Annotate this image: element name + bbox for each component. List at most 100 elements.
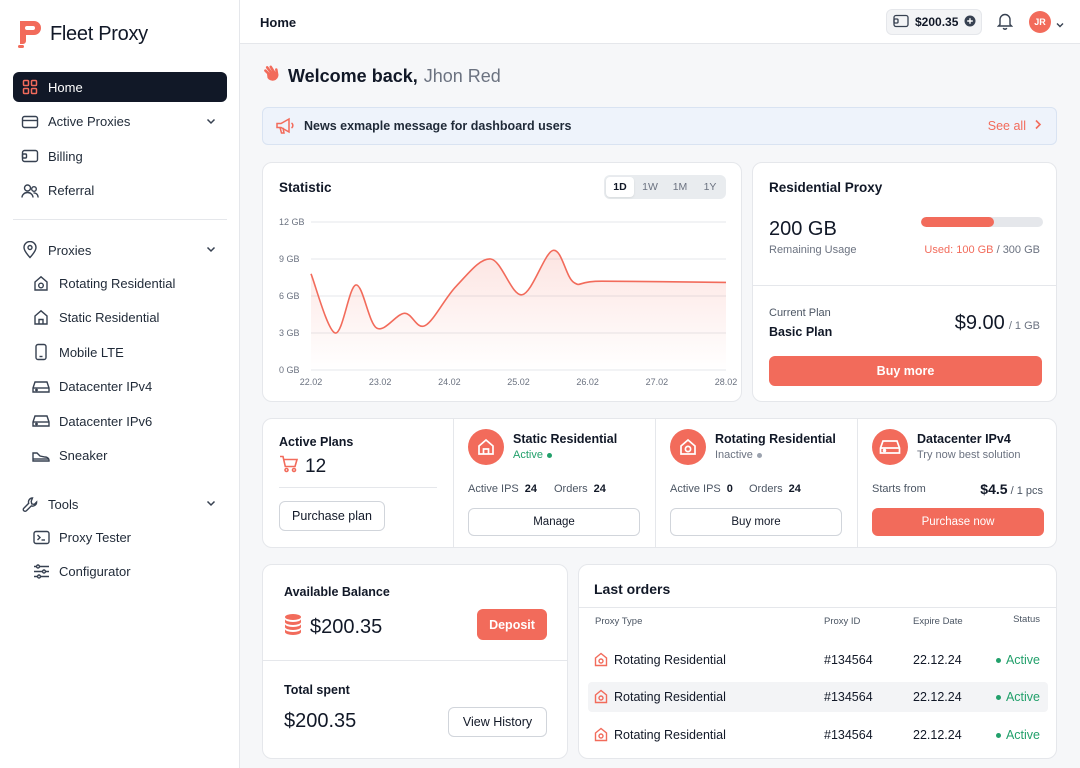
order-type: Rotating Residential	[594, 652, 726, 667]
sidebar-item-rotating-residential[interactable]: Rotating Residential	[13, 266, 227, 301]
x-tick-label: 28.02	[715, 377, 738, 387]
purchase-now-button[interactable]: Purchase now	[872, 508, 1044, 536]
x-tick-label: 27.02	[646, 377, 669, 387]
rotating-house-icon	[32, 274, 50, 292]
usage-text: Used: 100 GB / 300 GB	[924, 244, 1040, 256]
plan-name: Static Residential	[513, 432, 618, 446]
plan-status: Inactive	[715, 449, 762, 461]
sliders-icon	[32, 563, 50, 581]
price-unit: / 1 GB	[1008, 320, 1040, 332]
server-icon	[872, 429, 908, 465]
order-expire: 22.12.24	[913, 690, 962, 704]
last-orders-card: Last orders Proxy Type Proxy ID Expire D…	[578, 564, 1057, 759]
order-expire: 22.12.24	[913, 728, 962, 742]
avatar[interactable]: JR	[1029, 11, 1051, 33]
manage-button[interactable]: Manage	[468, 508, 640, 536]
x-tick-label: 25.02	[507, 377, 530, 387]
x-tick-label: 22.02	[300, 377, 323, 387]
range-1y[interactable]: 1Y	[703, 181, 717, 193]
sidebar-item-configurator[interactable]: Configurator	[13, 555, 227, 590]
grid-icon	[21, 78, 39, 96]
server-icon	[32, 378, 50, 396]
location-pin-icon	[21, 241, 39, 259]
range-1w[interactable]: 1W	[642, 181, 658, 193]
sidebar-item-mobile-lte[interactable]: Mobile LTE	[13, 335, 227, 370]
plan-name: Basic Plan	[769, 325, 833, 339]
card-icon	[21, 113, 39, 131]
plan-price: $9.00 / 1 GB	[955, 312, 1040, 335]
sidebar-item-sneaker[interactable]: Sneaker	[13, 439, 227, 474]
y-tick-label: 6 GB	[279, 291, 300, 301]
sidebar-section-label: Proxies	[48, 242, 92, 258]
range-1d[interactable]: 1D	[606, 177, 634, 197]
wrench-icon	[21, 495, 39, 513]
status-badge: Active	[995, 690, 1040, 704]
see-all-link[interactable]: See all	[988, 119, 1042, 133]
welcome-heading: Welcome back, Jhon Red	[262, 64, 501, 89]
sidebar-item-referral[interactable]: Referral	[13, 176, 227, 206]
sidebar-item-label: Configurator	[59, 564, 131, 580]
deposit-button[interactable]: Deposit	[477, 609, 547, 640]
chevron-down-icon[interactable]	[205, 243, 217, 258]
card-divider	[263, 660, 567, 661]
column-proxy-id: Proxy ID	[824, 616, 861, 627]
sidebar-item-label: Static Residential	[59, 310, 160, 326]
waving-hand-icon	[262, 64, 282, 89]
terminal-icon	[32, 528, 50, 546]
view-history-button[interactable]: View History	[448, 707, 547, 737]
residential-proxy-card: Residential Proxy 200 GB Remaining Usage…	[752, 162, 1057, 402]
plan-rotating-residential: Rotating Residential Inactive Active IPS…	[655, 419, 857, 547]
column-expire-date: Expire Date	[913, 616, 963, 627]
range-selector: 1D 1W 1M 1Y	[604, 175, 726, 199]
buy-more-button[interactable]: Buy more	[670, 508, 842, 536]
sidebar-item-billing[interactable]: Billing	[13, 141, 227, 171]
sidebar-section-label: Tools	[48, 496, 79, 512]
buy-more-button[interactable]: Buy more	[769, 356, 1042, 386]
house-icon	[468, 429, 504, 465]
card-divider	[579, 607, 1056, 608]
sidebar-item-label: Datacenter IPv4	[59, 379, 153, 395]
plan-static-residential: Static Residential Active Active IPS 24 O…	[453, 419, 655, 547]
purchase-plan-button[interactable]: Purchase plan	[279, 501, 385, 531]
status-badge: Active	[995, 728, 1040, 742]
plans-row-card: Active Plans 12 Purchase plan Static Res…	[262, 418, 1057, 548]
active-plans-count: 12	[279, 455, 326, 479]
remaining-usage-value: 200 GB	[769, 218, 837, 240]
chevron-down-icon[interactable]	[1055, 17, 1065, 35]
rotating-house-icon	[594, 727, 608, 742]
bell-icon[interactable]	[996, 12, 1014, 35]
table-row[interactable]: Rotating Residential #134564 22.12.24 Ac…	[588, 720, 1048, 750]
order-type: Rotating Residential	[594, 689, 726, 704]
range-1m[interactable]: 1M	[672, 181, 688, 193]
chevron-down-icon[interactable]	[205, 497, 217, 512]
total-spent-amount: $200.35	[284, 710, 357, 732]
sidebar-item-datacenter-ipv6[interactable]: Datacenter IPv6	[13, 404, 227, 439]
main-nav: Home Active Proxies Billing Referral	[13, 72, 227, 206]
sidebar-section-proxies[interactable]: Proxies	[13, 235, 227, 265]
x-tick-label: 26.02	[576, 377, 599, 387]
brand-logo[interactable]: Fleet Proxy	[16, 18, 148, 50]
chevron-down-icon[interactable]	[205, 115, 217, 130]
sidebar-item-home[interactable]: Home	[13, 72, 227, 102]
sidebar-item-datacenter-ipv4[interactable]: Datacenter IPv4	[13, 370, 227, 405]
sidebar-item-proxy-tester[interactable]: Proxy Tester	[13, 520, 227, 555]
sidebar-item-label: Billing	[48, 148, 83, 164]
news-banner: News exmaple message for dashboard users…	[262, 107, 1057, 145]
welcome-greeting: Welcome back,	[288, 66, 418, 86]
chevron-right-icon	[1034, 119, 1042, 133]
available-balance: $200.35	[284, 613, 382, 641]
house-icon	[32, 309, 50, 327]
rotating-house-icon	[594, 689, 608, 704]
users-icon	[21, 182, 39, 200]
add-funds-icon[interactable]	[964, 15, 976, 30]
sidebar-item-active-proxies[interactable]: Active Proxies	[13, 107, 227, 137]
table-row[interactable]: Rotating Residential #134564 22.12.24 Ac…	[588, 682, 1048, 712]
sidebar-item-static-residential[interactable]: Static Residential	[13, 301, 227, 336]
x-tick-label: 24.02	[438, 377, 461, 387]
table-row[interactable]: Rotating Residential #134564 22.12.24 Ac…	[588, 645, 1048, 675]
balance-pill[interactable]: $200.35	[886, 9, 982, 35]
sidebar-section-tools[interactable]: Tools	[13, 489, 227, 519]
active-ips: Active IPS 24	[468, 483, 537, 495]
x-tick-label: 23.02	[369, 377, 392, 387]
